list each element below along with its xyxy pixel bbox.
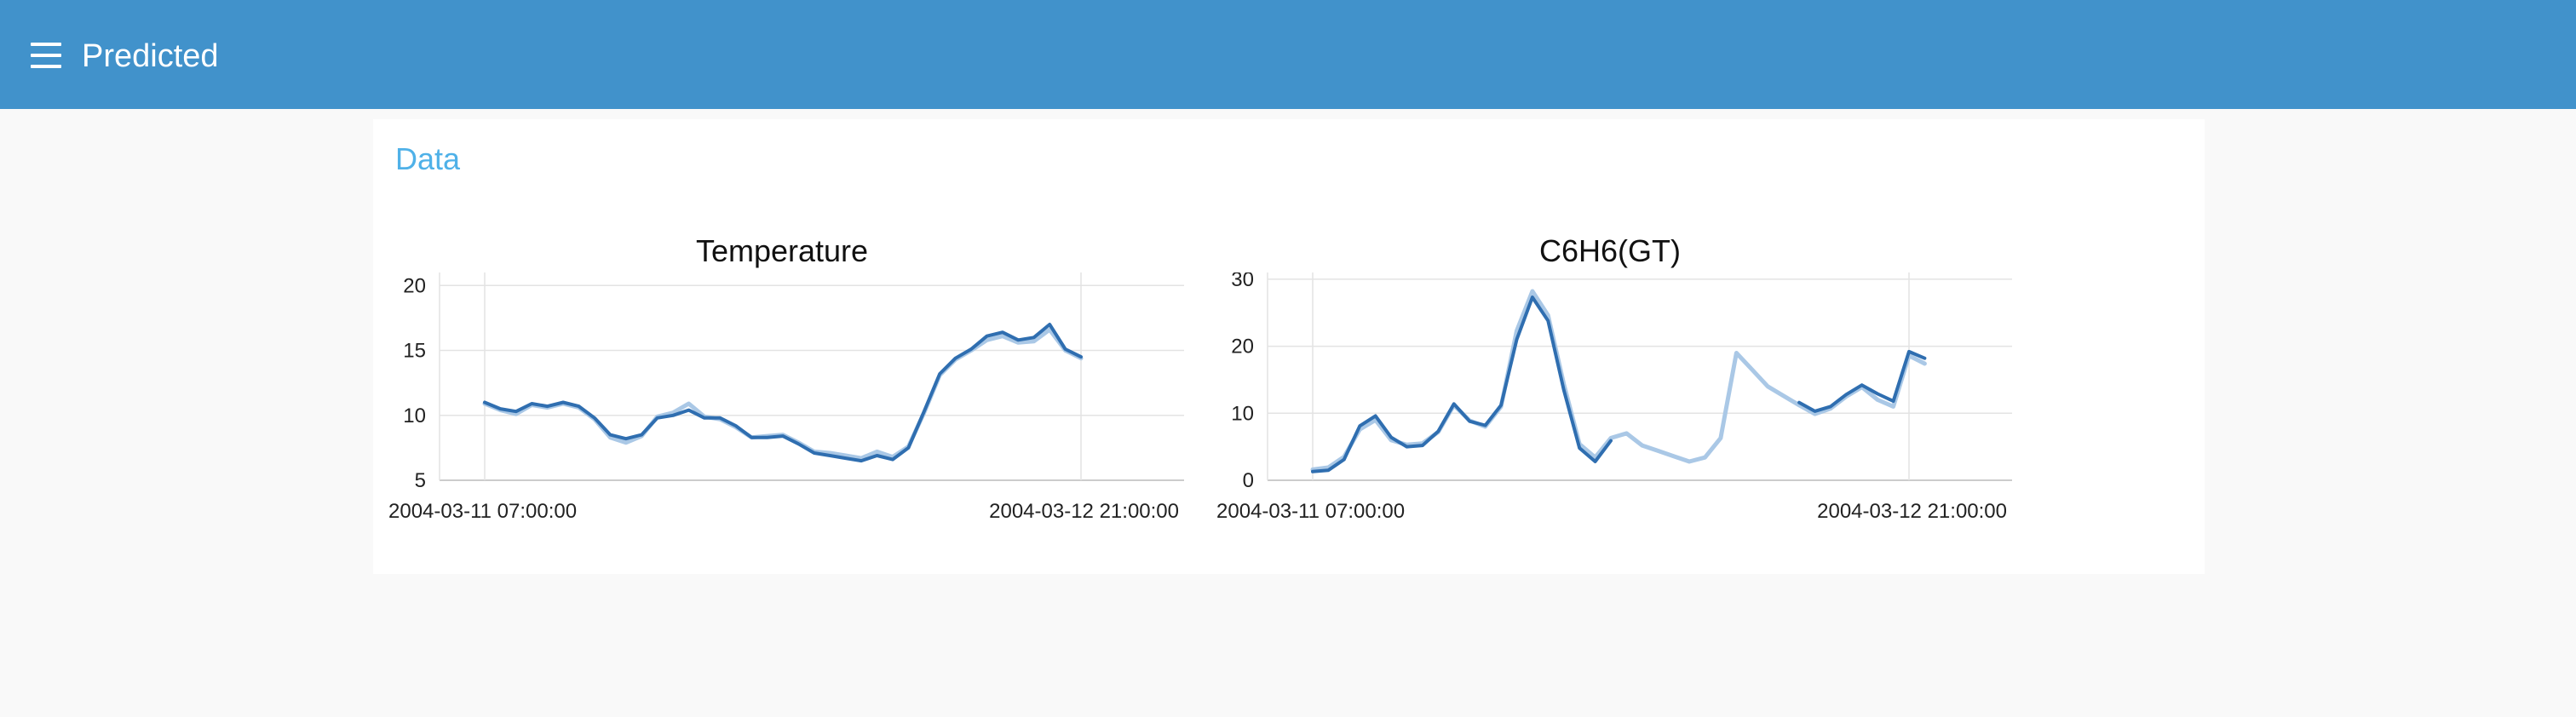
y-tick-label: 5 [415,469,426,492]
temperature-chart: 5 10 15 20 2004-03-11 07:00:00 2004-03-12 21:… [388,272,1184,523]
app-header: Predicted [0,0,2576,109]
hamburger-menu-icon[interactable] [31,43,61,68]
y-tick-label: 30 [1231,272,1254,291]
x-tick-label: 2004-03-12 21:00:00 [989,500,1179,523]
x-tick-label: 2004-03-11 07:00:00 [388,500,577,523]
actual-series-line [483,323,1083,463]
y-tick-label: 15 [403,340,426,363]
y-tick-label: 10 [403,404,426,427]
chart-title-c6h6: C6H6(GT) [1538,233,1681,268]
c6h6-chart: 0 10 20 30 2004-03-11 07:00:00 2004-03-12 21:… [1216,272,2012,523]
section-title: Data [395,141,461,176]
y-tick-label: 20 [1231,336,1254,358]
data-card: Data Temperature C6H6(GT) 5 10 15 20 2004-03… [373,119,2205,574]
y-tick-label: 10 [1231,402,1254,425]
x-tick-label: 2004-03-11 07:00:00 [1216,500,1405,523]
predicted-series-line [1310,289,1927,472]
actual-series-line [1311,295,1613,473]
app-title: Predicted [82,38,219,74]
chart-title-temperature: Temperature [695,233,869,268]
y-tick-label: 20 [403,274,426,297]
x-tick-label: 2004-03-12 21:00:00 [1817,500,2007,523]
y-tick-label: 0 [1243,469,1254,492]
predicted-series-line [482,327,1084,461]
actual-series-line [1797,349,1927,413]
